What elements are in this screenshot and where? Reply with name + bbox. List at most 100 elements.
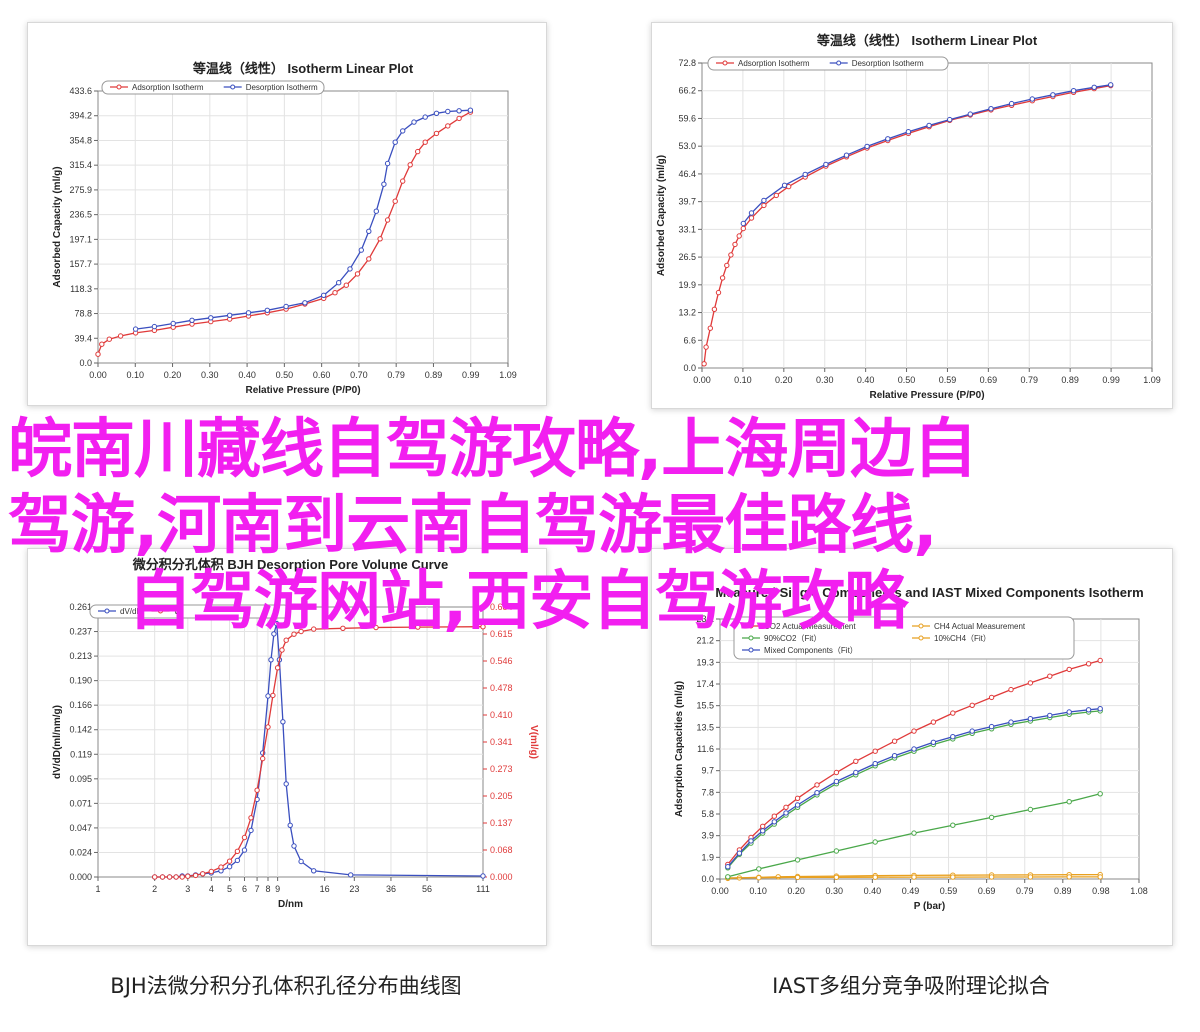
data-point (366, 228, 372, 235)
data-point (736, 233, 742, 239)
y-tick-label: 13.2 (678, 308, 696, 318)
legend-box (733, 616, 1075, 660)
x-tick-label: 0.89 (1054, 886, 1072, 896)
chart-title: 等温线（线性） Isotherm Linear Plot (192, 61, 414, 76)
legend-label: CO2 Actual Measurement (764, 622, 856, 631)
y-tick-label: 354.8 (69, 135, 92, 145)
legend-label: Desorption Isotherm (246, 83, 318, 92)
data-point (274, 620, 280, 627)
legend-box (707, 56, 949, 71)
legend-box (101, 80, 325, 95)
data-point (291, 631, 297, 637)
data-point (1085, 707, 1092, 713)
data-point (348, 872, 354, 878)
data-point (911, 746, 917, 752)
series-line (154, 626, 484, 878)
data-point (411, 119, 417, 125)
data-point (1097, 706, 1103, 712)
data-point (95, 351, 101, 357)
data-point (969, 702, 975, 709)
data-point (283, 781, 289, 787)
x-tick-label: 0.00 (693, 375, 711, 385)
data-point (173, 874, 179, 880)
data-point (1008, 686, 1014, 693)
data-point (1027, 680, 1034, 686)
caption-bottom-right: IAST多组分竞争吸附理论拟合 (772, 974, 1050, 998)
data-point (192, 872, 199, 879)
data-point (467, 107, 474, 113)
data-point (179, 874, 185, 880)
y-tick-label: 1.9 (701, 852, 714, 862)
data-point (373, 208, 379, 214)
x-tick-label: 0.89 (1061, 375, 1079, 385)
data-point (265, 693, 271, 699)
data-point (740, 220, 747, 227)
y-tick-label: 6.6 (683, 335, 696, 345)
y-tick-label: 15.5 (696, 701, 714, 711)
y-tick-label: 0.095 (69, 774, 92, 784)
data-point (151, 323, 158, 330)
data-point (422, 114, 428, 120)
y-right-tick-label: 0.684 (490, 602, 513, 612)
x-tick-label: 0.40 (857, 375, 875, 385)
y-axis-label: Adsorbed Capacity (ml/g) (52, 166, 63, 287)
x-tick-label: 6 (242, 884, 247, 894)
data-point (1027, 874, 1034, 880)
data-point (400, 178, 406, 184)
data-point (725, 864, 731, 870)
data-point (732, 241, 738, 248)
data-point (756, 866, 762, 872)
y-right-axis-label: V(ml/g) (528, 725, 539, 759)
y-tick-label: 39.4 (74, 333, 92, 343)
chart-panel-top-left: 等温线（线性） Isotherm Linear Plot 433.6 394.2 35… (27, 22, 547, 406)
x-tick-label: 0.30 (826, 886, 844, 896)
x-tick-label: 0.99 (1102, 375, 1120, 385)
data-point (872, 839, 878, 845)
data-point (166, 874, 173, 880)
x-tick-label: 56 (422, 884, 432, 894)
y-tick-label: 21.2 (696, 636, 714, 646)
y-tick-label: 236.5 (69, 210, 92, 220)
y-tick-label: 39.7 (678, 197, 696, 207)
x-tick-label: 1.09 (1143, 375, 1161, 385)
data-point (1097, 657, 1103, 664)
y-tick-label: 19.3 (696, 657, 714, 667)
data-point (748, 838, 754, 844)
data-point (988, 694, 995, 701)
data-point (833, 769, 840, 776)
data-point (930, 739, 937, 746)
data-point (905, 129, 912, 135)
y-tick-label: 0.213 (69, 651, 92, 661)
x-tick-label: 0.89 (425, 370, 443, 380)
y-right-tick-label: 0.273 (490, 764, 513, 774)
data-point (298, 858, 304, 865)
data-point (106, 336, 113, 342)
data-point (911, 830, 917, 836)
data-point (853, 758, 859, 765)
x-tick-label: 111 (476, 884, 490, 894)
y-tick-label: 9.7 (701, 766, 714, 776)
y-axis-label: Adsorbed Capacity (ml/g) (656, 155, 667, 276)
data-point (241, 834, 248, 841)
data-point (711, 306, 718, 312)
data-point (1097, 874, 1103, 880)
data-point (373, 624, 379, 631)
data-point (208, 315, 214, 321)
y-right-tick-label: 0.205 (490, 791, 513, 801)
data-point (748, 210, 755, 216)
y-tick-label: 0.047 (69, 823, 92, 833)
data-point (719, 275, 726, 281)
y-tick-label: 433.6 (69, 86, 92, 96)
legend-label: Mixed Components（Fit） (764, 646, 858, 655)
data-point (185, 873, 191, 879)
data-point (736, 850, 743, 856)
overlay-line-3: 自驾游网站,西安自驾游攻略 (128, 565, 908, 639)
y-tick-label: 59.6 (678, 113, 696, 123)
data-point (833, 778, 840, 785)
data-point (159, 874, 166, 880)
data-point (783, 810, 789, 816)
data-point (340, 625, 346, 632)
y-tick-label: 0.000 (69, 872, 92, 882)
data-point (400, 128, 406, 134)
data-point (384, 160, 391, 167)
